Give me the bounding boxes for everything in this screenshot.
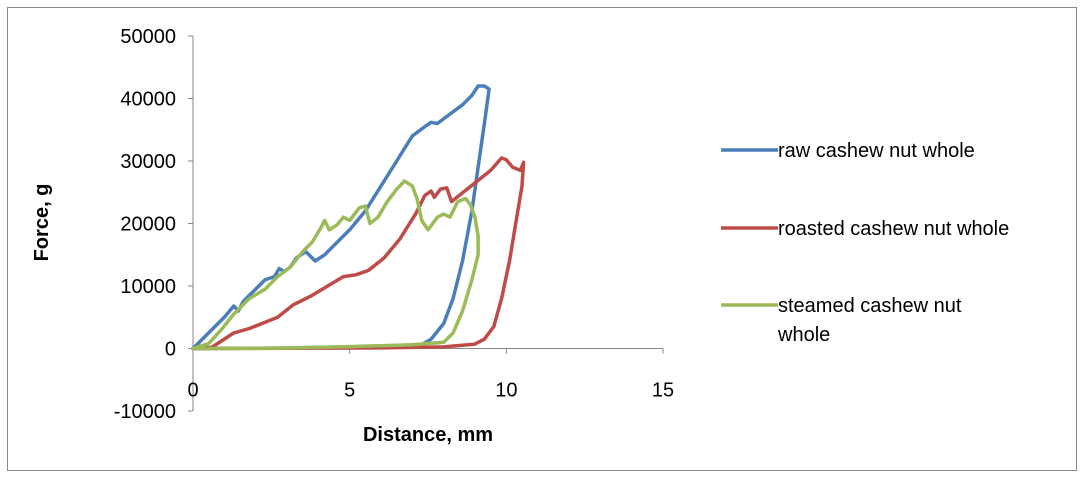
line-chart: -10000 0 10000 20000 30000 40000 50000 0 5 10 15 D… bbox=[31, 26, 1009, 446]
legend-label-2: steamed cashew nut whole bbox=[777, 295, 962, 346]
y-tick-label: 30000 bbox=[120, 151, 176, 173]
chart-area: -10000 0 10000 20000 30000 40000 50000 0 5 10 15 D… bbox=[7, 7, 1077, 471]
x-axis-title: Distance, mm bbox=[363, 424, 493, 446]
y-tick-label: 50000 bbox=[120, 26, 176, 48]
series-line-1 bbox=[191, 156, 526, 351]
y-tick-label: 20000 bbox=[120, 214, 176, 236]
series-line-0 bbox=[191, 84, 491, 351]
legend: raw cashew nut whole roasted cashew nut w… bbox=[721, 140, 1009, 346]
x-tick-label: 0 bbox=[187, 380, 198, 402]
series-line-2 bbox=[191, 179, 480, 351]
legend-label-0: raw cashew nut whole bbox=[778, 140, 975, 162]
y-axis-title: Force, g bbox=[31, 184, 53, 262]
legend-label-1: roasted cashew nut whole bbox=[778, 218, 1009, 240]
x-tick-label: 5 bbox=[344, 380, 355, 402]
x-tick-label: 10 bbox=[495, 380, 517, 402]
y-tick-label: 10000 bbox=[120, 276, 176, 298]
axes: -10000 0 10000 20000 30000 40000 50000 0 5 10 15 bbox=[114, 26, 674, 423]
x-tick-label: 15 bbox=[652, 380, 674, 402]
y-tick-label: 40000 bbox=[120, 89, 176, 111]
y-tick-label: 0 bbox=[165, 339, 176, 361]
series-lines bbox=[191, 84, 526, 351]
y-tick-label: -10000 bbox=[114, 401, 176, 423]
